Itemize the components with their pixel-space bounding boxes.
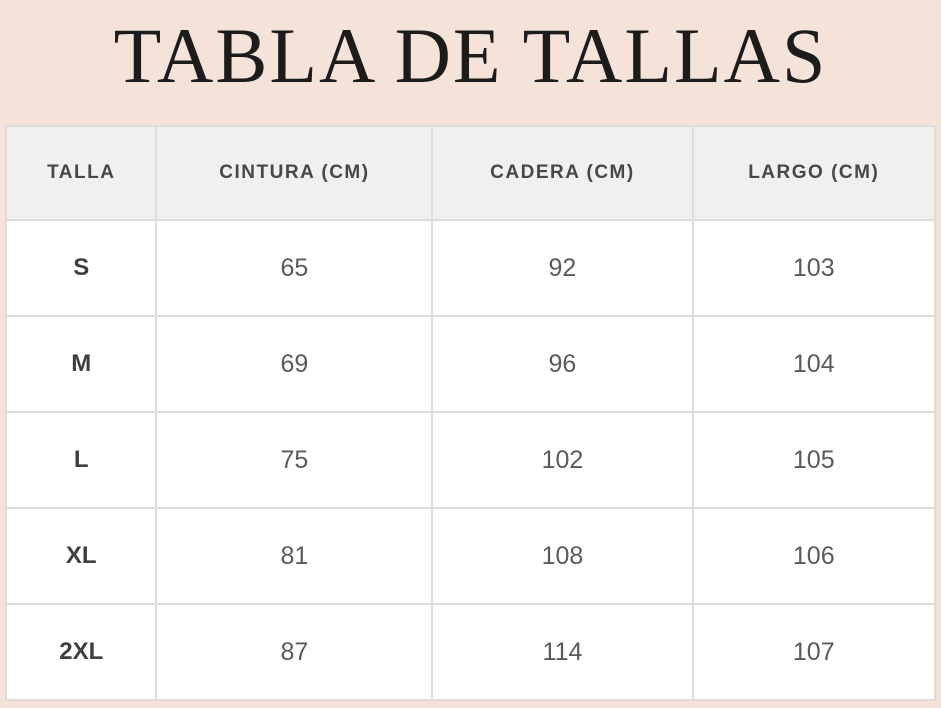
size-label: XL	[4, 507, 158, 605]
size-label: L	[4, 411, 158, 509]
size-table-body: S 65 92 103 M 69 96 104 L 75 102 105	[4, 219, 936, 701]
size-label: M	[4, 315, 158, 413]
size-label: S	[4, 219, 158, 317]
cadera-value: 102	[431, 411, 694, 509]
size-table: TALLA CINTURA (CM) CADERA (CM) LARGO (CM…	[4, 125, 936, 701]
column-header-cintura: CINTURA (CM)	[155, 125, 434, 221]
largo-value: 103	[691, 219, 936, 317]
cadera-value: 92	[431, 219, 694, 317]
cintura-value: 81	[155, 507, 434, 605]
cadera-value: 96	[431, 315, 694, 413]
page-title: TABLA DE TALLAS	[113, 11, 828, 99]
table-row-s: S 65 92 103	[4, 219, 936, 317]
cintura-value: 75	[155, 411, 434, 509]
cadera-value: 114	[431, 603, 694, 701]
largo-value: 105	[691, 411, 936, 509]
cintura-value: 65	[155, 219, 434, 317]
table-row-xl: XL 81 108 106	[4, 507, 936, 605]
title-area: TABLA DE TALLAS	[0, 0, 941, 125]
column-header-cadera: CADERA (CM)	[431, 125, 694, 221]
cadera-value: 108	[431, 507, 694, 605]
cintura-value: 87	[155, 603, 434, 701]
column-header-largo: LARGO (CM)	[691, 125, 936, 221]
column-header-talla: TALLA	[4, 125, 158, 221]
table-row-m: M 69 96 104	[4, 315, 936, 413]
largo-value: 106	[691, 507, 936, 605]
size-table-container: TALLA CINTURA (CM) CADERA (CM) LARGO (CM…	[4, 125, 936, 701]
largo-value: 107	[691, 603, 936, 701]
table-row-l: L 75 102 105	[4, 411, 936, 509]
cintura-value: 69	[155, 315, 434, 413]
size-label: 2XL	[4, 603, 158, 701]
largo-value: 104	[691, 315, 936, 413]
table-row-2xl: 2XL 87 114 107	[4, 603, 936, 701]
header-row: TALLA CINTURA (CM) CADERA (CM) LARGO (CM…	[4, 125, 936, 221]
size-table-header: TALLA CINTURA (CM) CADERA (CM) LARGO (CM…	[4, 125, 936, 221]
